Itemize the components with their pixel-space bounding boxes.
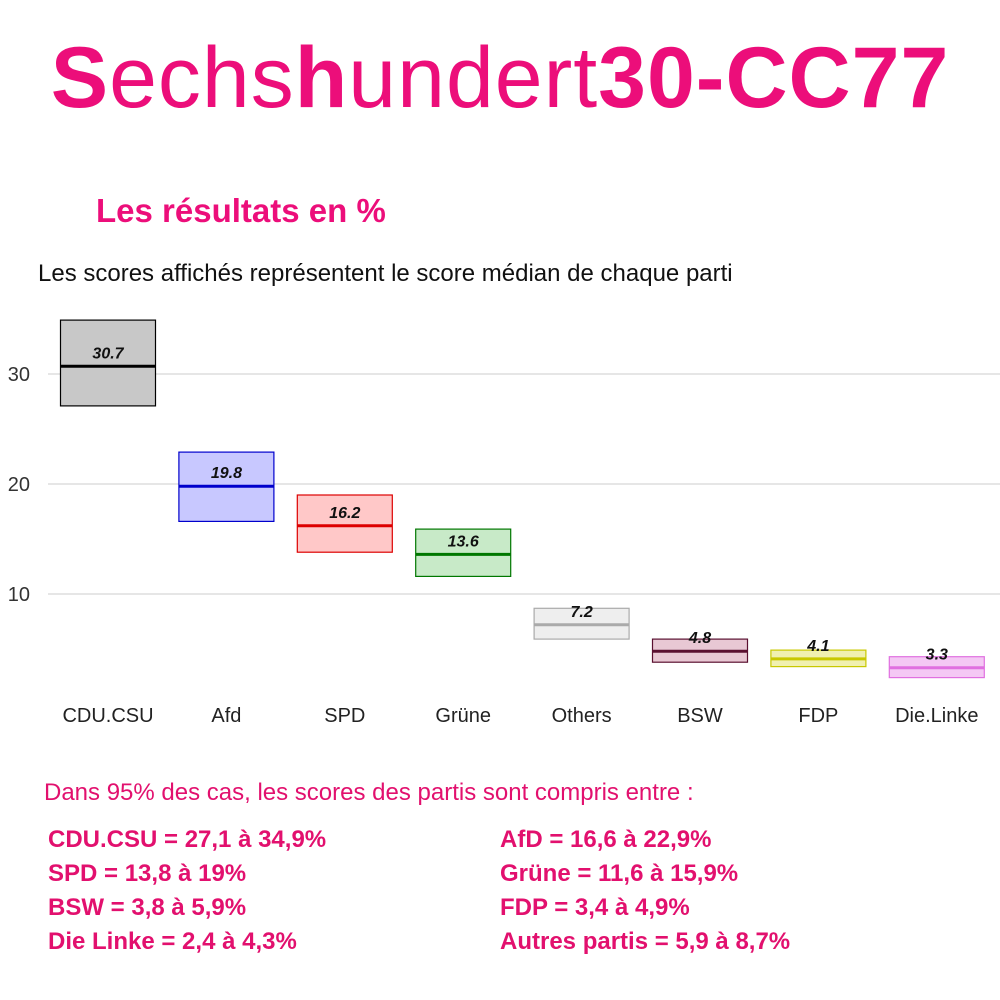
box-cdu-csu (59, 319, 157, 407)
median-label-fdp: 4.1 (806, 638, 829, 655)
ci-item-bsw: BSW = 3,8 à 5,9% (48, 894, 247, 921)
category-label-others: Others (552, 705, 612, 727)
median-label-others: 7.2 (570, 604, 592, 621)
brand-logo: Sechshundert30-CC77 (0, 28, 1000, 128)
category-label-afd: Afd (211, 705, 241, 727)
ci-item-linke: Die Linke = 2,4 à 4,3% (48, 928, 297, 955)
ci-item-cdu: CDU.CSU = 27,1 à 34,9% (48, 826, 327, 853)
category-label-fdp: FDP (798, 705, 838, 727)
median-label-gr-ne: 13.6 (448, 533, 479, 550)
results-chart: 10 20 30 30.7 CDU.CSU 19.8 Afd 16.2 SPD 13.6 Grüne… (8, 319, 1000, 727)
ci-item-others: Autres partis = 5,9 à 8,7% (500, 928, 791, 955)
y-tick-label-10: 10 (8, 584, 30, 606)
y-tick-label-30: 30 (8, 364, 30, 386)
median-label-bsw: 4.8 (688, 630, 711, 647)
ci-item-fdp: FDP = 3,4 à 4,9% (500, 894, 690, 921)
category-label-bsw: BSW (677, 705, 723, 727)
results-heading: Les résultats en % (96, 192, 386, 229)
box-gr-ne (415, 528, 512, 578)
box-spd (296, 494, 393, 553)
median-label-spd: 16.2 (329, 505, 360, 522)
category-label-gr-ne: Grüne (435, 705, 491, 727)
category-label-cdu-csu: CDU.CSU (62, 705, 153, 727)
ci-intro: Dans 95% des cas, les scores des partis … (44, 779, 694, 806)
brand-part-4: undert (348, 30, 599, 126)
ci-item-gruene: Grüne = 11,6 à 15,9% (500, 860, 739, 887)
median-label-die-linke: 3.3 (926, 647, 948, 664)
median-label-cdu-csu: 30.7 (92, 345, 124, 362)
brand-part-1: S (50, 30, 110, 126)
category-label-spd: SPD (324, 705, 365, 727)
median-label-afd: 19.8 (211, 465, 242, 482)
ci-item-afd: AfD = 16,6 à 22,9% (500, 826, 712, 853)
ci-item-spd: SPD = 13,8 à 19% (48, 860, 247, 887)
brand-part-3: h (294, 30, 349, 126)
category-label-die-linke: Die.Linke (895, 705, 978, 727)
brand-part-5: 30-CC77 (598, 30, 950, 126)
brand-part-2: echs (109, 30, 295, 126)
y-tick-label-20: 20 (8, 474, 30, 496)
chart-subtitle: Les scores affichés représentent le scor… (38, 260, 733, 287)
